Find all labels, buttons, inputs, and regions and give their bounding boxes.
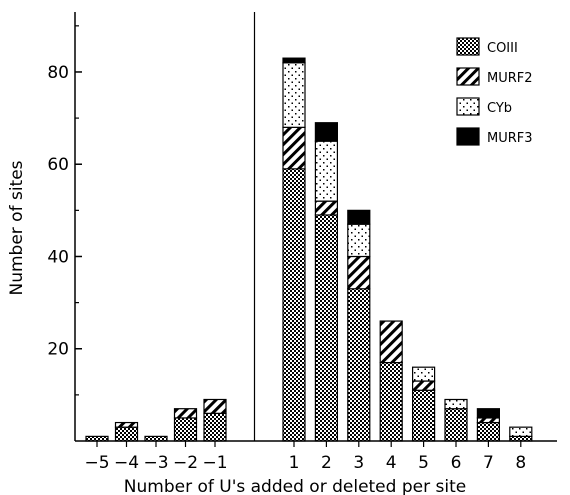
bar-6-cyb <box>444 398 468 410</box>
legend-swatch-coiii <box>456 37 480 56</box>
x-tick-label-3: 3 <box>353 453 364 473</box>
bar-minus-1-murf2 <box>203 398 227 414</box>
x-tick-label-1: 1 <box>289 453 300 473</box>
y-tick-label-60: 60 <box>47 155 69 175</box>
y-tick-label-40: 40 <box>47 247 69 267</box>
x-tick-label-2: 2 <box>321 453 332 473</box>
bar-5-murf2 <box>412 380 436 391</box>
bar-5-coiii <box>412 389 436 442</box>
bar-1-murf3 <box>282 57 306 64</box>
x-tick-label-minus-4: −4 <box>114 453 139 473</box>
y-tick-label-20: 20 <box>47 340 69 360</box>
bar-minus-2-murf2 <box>173 408 198 419</box>
x-tick-label-4: 4 <box>386 453 397 473</box>
legend: COIII MURF2 CYb MURF3 <box>456 37 533 146</box>
bar-3-coiii <box>347 288 371 442</box>
bar-5-cyb <box>412 366 436 382</box>
legend-swatch-murf3 <box>456 127 480 146</box>
bar-4-coiii <box>379 361 403 442</box>
legend-label-murf3: MURF3 <box>487 131 533 146</box>
x-tick-label-7: 7 <box>483 453 494 473</box>
y-axis-label: Number of sites <box>7 160 27 295</box>
bar-2-coiii <box>314 214 338 442</box>
bar-3-cyb <box>347 223 371 258</box>
bar-3-murf3 <box>347 209 371 225</box>
bar-minus-1-coiii <box>203 412 227 442</box>
bar-8-cyb <box>509 426 533 437</box>
x-tick-label-5: 5 <box>418 453 429 473</box>
legend-label-murf2: MURF2 <box>487 71 533 86</box>
bar-6-coiii <box>444 408 468 442</box>
x-tick-label-6: 6 <box>451 453 462 473</box>
x-tick-label-8: 8 <box>515 453 526 473</box>
bar-4-murf2 <box>379 320 403 364</box>
legend-label-coiii: COIII <box>487 41 518 56</box>
x-tick-label-minus-2: −2 <box>173 453 198 473</box>
x-tick-label-minus-1: −1 <box>202 453 227 473</box>
x-tick-label-minus-3: −3 <box>143 453 168 473</box>
bar-7-coiii <box>476 421 500 442</box>
bar-7-murf2 <box>476 417 500 424</box>
bar-3-murf2 <box>347 255 371 290</box>
bar-2-murf3 <box>314 122 338 142</box>
bar-1-coiii <box>282 168 306 442</box>
ticks-layer: 20 40 60 80 −5 −4 −3 −2 −1 1 2 3 4 5 6 7 8 <box>47 25 526 473</box>
legend-swatch-murf2 <box>456 67 480 86</box>
bars-layer <box>85 57 533 442</box>
y-tick-label-80: 80 <box>47 63 69 83</box>
bar-2-cyb <box>314 140 338 202</box>
bar-minus-4-murf2 <box>114 421 139 428</box>
bar-1-cyb <box>282 62 306 128</box>
x-tick-label-minus-5: −5 <box>84 453 109 473</box>
axes-layer <box>74 12 557 442</box>
bar-minus-2-coiii <box>173 417 198 442</box>
bar-minus-4-coiii <box>114 426 139 442</box>
bar-2-murf2 <box>314 200 338 216</box>
legend-label-cyb: CYb <box>487 101 512 116</box>
bar-1-murf2 <box>282 126 306 170</box>
x-axis-label: Number of U's added or deleted per site <box>124 477 466 495</box>
legend-swatch-cyb <box>456 97 480 116</box>
bar-7-murf3 <box>476 408 500 419</box>
